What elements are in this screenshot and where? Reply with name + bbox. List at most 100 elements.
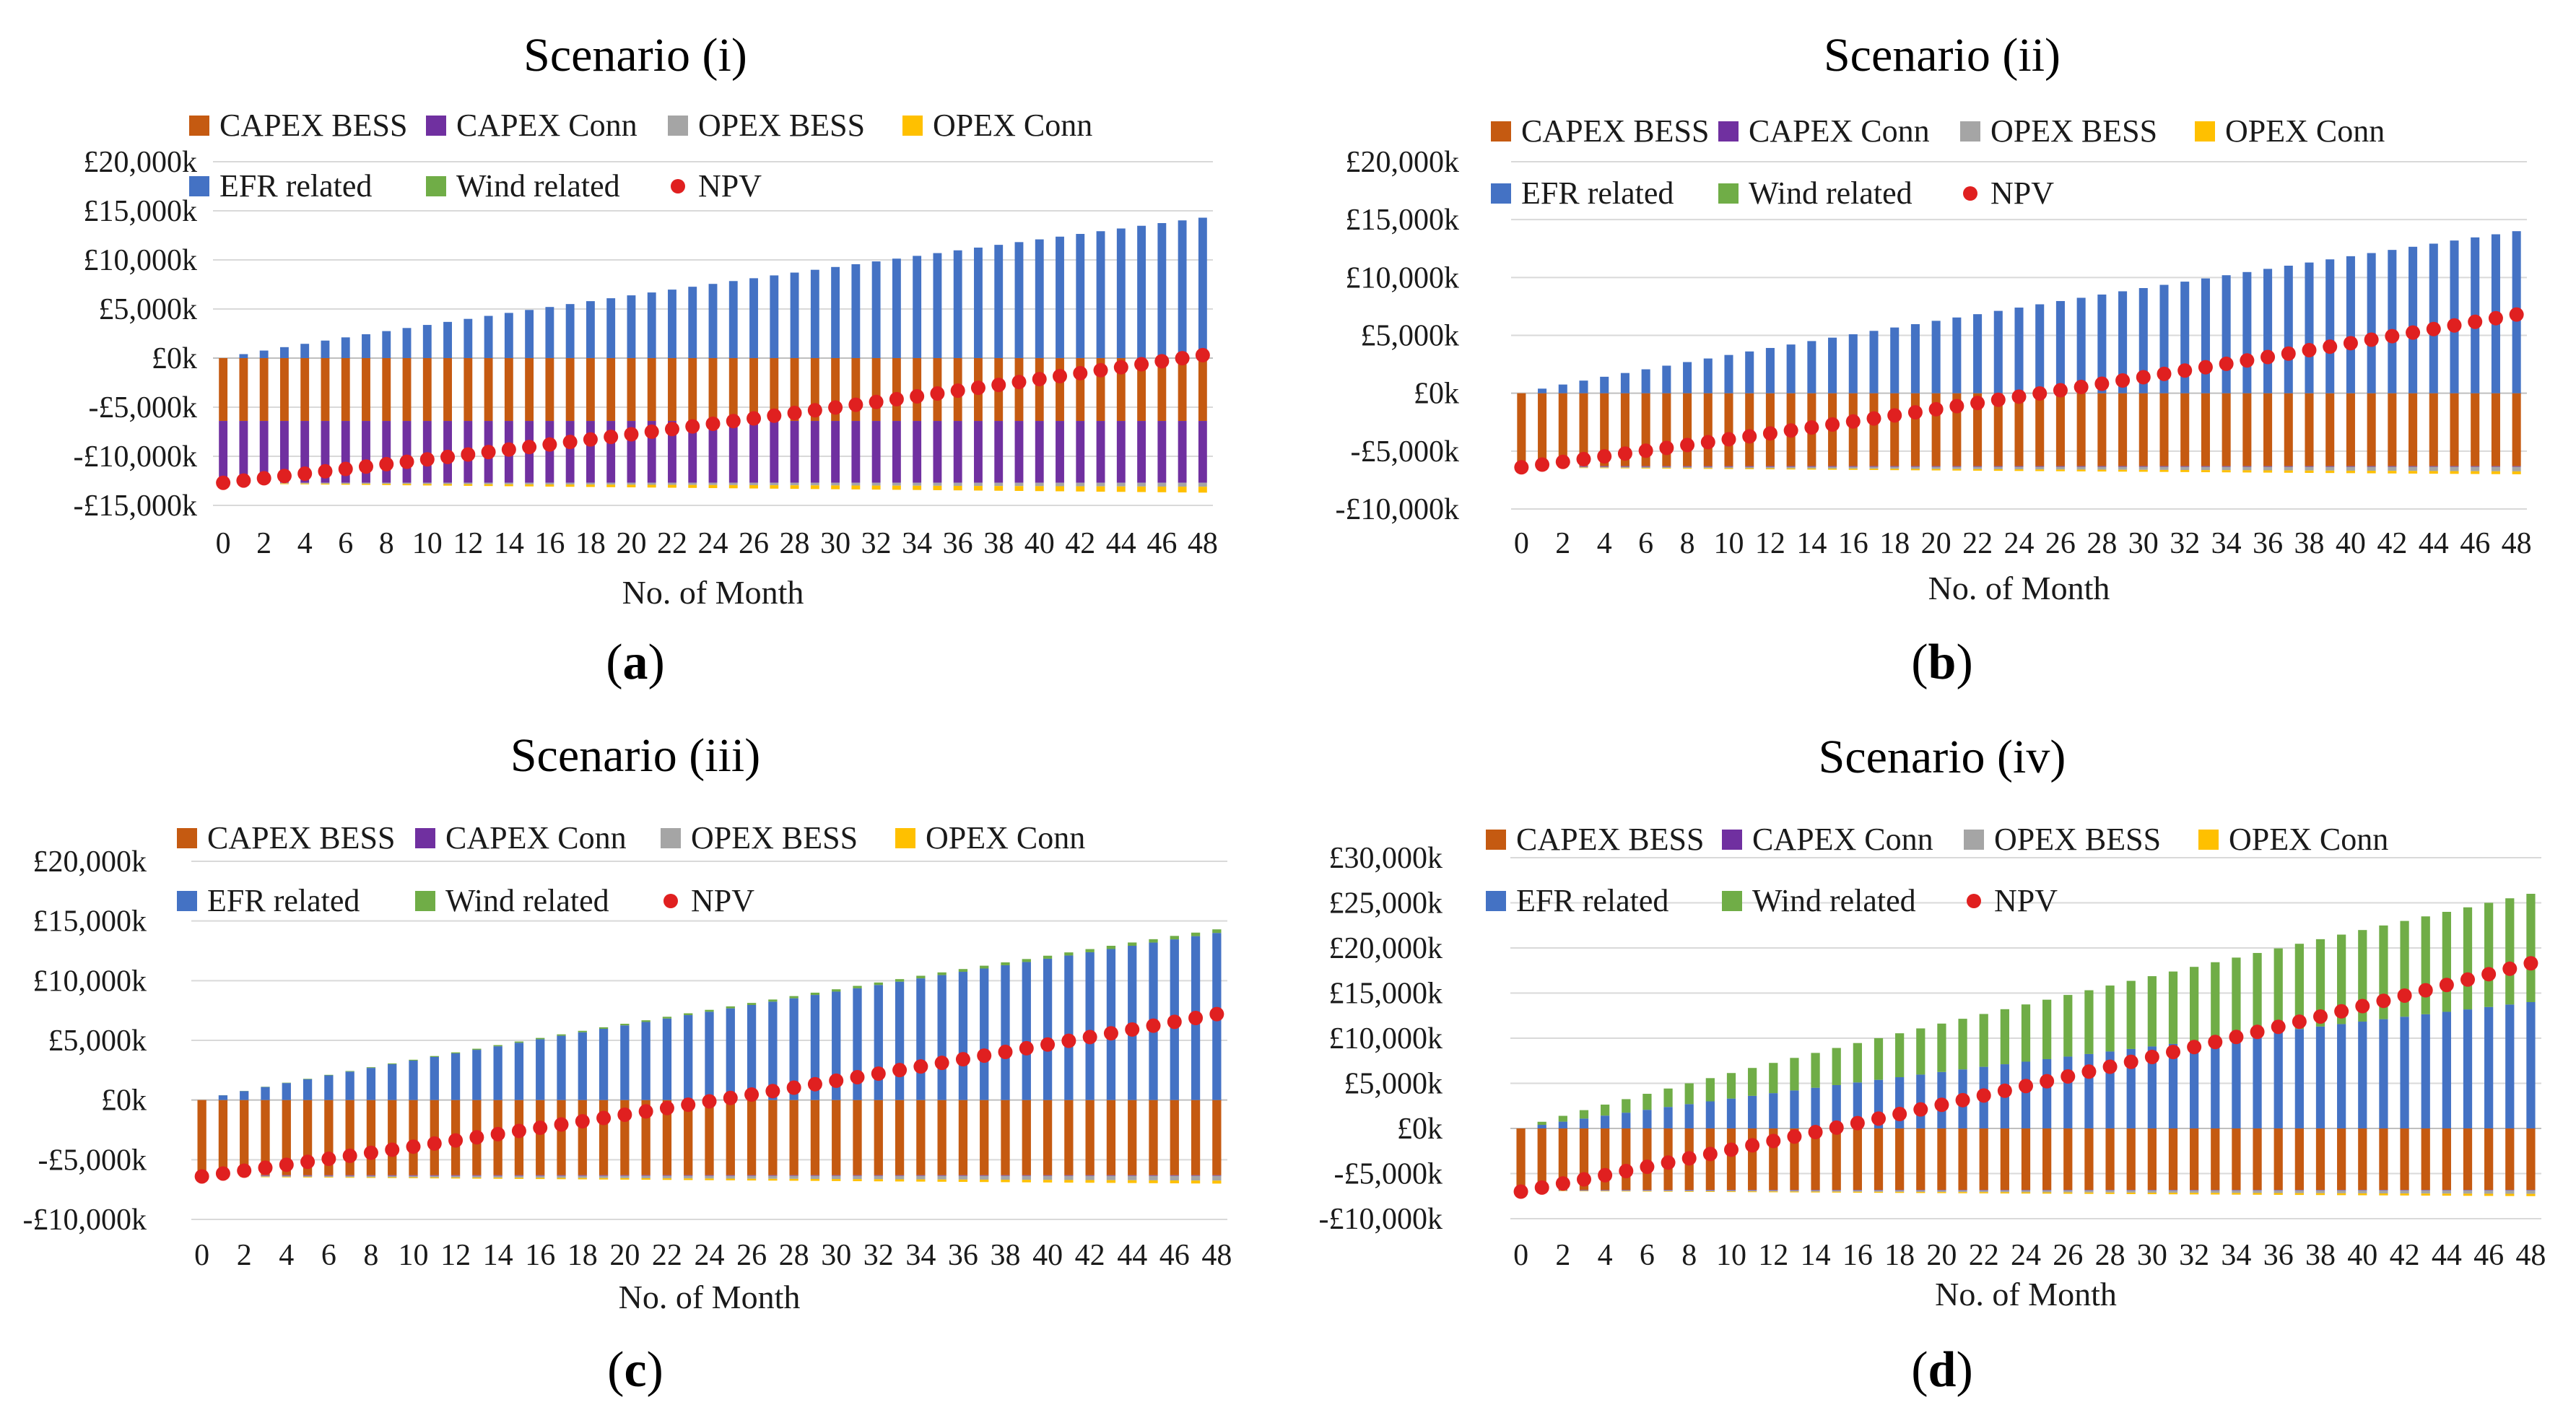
bar-opex-conn	[2358, 1193, 2367, 1196]
bar-opex-bess	[1641, 466, 1650, 468]
bar-opex-bess	[1807, 466, 1816, 469]
x-tick-label: 42	[1075, 1239, 1105, 1272]
npv-point	[1700, 435, 1715, 450]
bar-opex-conn	[1848, 469, 1858, 470]
bar-opex-bess	[668, 482, 676, 485]
chart-title: Scenario (iv)	[1819, 731, 2066, 783]
bar-opex-bess	[980, 1175, 989, 1180]
npv-point	[970, 380, 985, 396]
x-tick-label: 4	[1597, 527, 1612, 560]
bar-opex-conn	[1663, 1191, 1673, 1192]
bar-capex-bess	[2076, 393, 2086, 466]
bar-capex-conn	[953, 421, 962, 483]
bar-capex-bess	[2222, 393, 2231, 466]
bar-opex-conn	[933, 485, 942, 490]
panel-label-letter: b	[1928, 635, 1957, 690]
bar-capex-conn	[1703, 466, 1713, 467]
npv-point	[869, 394, 884, 409]
npv-point	[1534, 1180, 1549, 1195]
npv-point	[2032, 386, 2048, 401]
legend-swatch-wind-related	[415, 891, 435, 911]
bar-capex-bess	[2190, 1128, 2199, 1190]
bar-opex-conn	[728, 484, 738, 489]
bar-capex-conn	[2526, 1190, 2536, 1191]
legend-label: Wind related	[456, 168, 620, 204]
bar-wind-related	[1601, 1104, 1610, 1116]
npv-point	[2094, 376, 2110, 391]
bar-capex-conn	[1601, 1190, 1610, 1191]
bar-opex-bess	[1014, 482, 1024, 487]
bar-wind-related	[2358, 930, 2367, 1022]
bar-efr-related	[2409, 246, 2418, 393]
bar-opex-bess	[1890, 466, 1900, 469]
bar-opex-bess	[1170, 1175, 1179, 1181]
bar-capex-conn	[2232, 1190, 2241, 1191]
bar-wind-related	[916, 975, 926, 979]
x-tick-label: 44	[1117, 1239, 1147, 1272]
bar-opex-conn	[853, 1179, 862, 1182]
legend-swatch-npv	[1967, 894, 1981, 908]
bar-capex-bess	[565, 358, 575, 422]
bar-capex-bess	[647, 358, 656, 422]
bar-capex-bess	[2118, 393, 2128, 466]
x-tick-label: 12	[1758, 1239, 1788, 1272]
bar-efr-related	[2325, 259, 2335, 393]
bar-capex-bess	[2126, 1128, 2136, 1190]
x-tick-label: 4	[279, 1239, 294, 1272]
bar-opex-bess	[620, 1175, 630, 1178]
bar-opex-bess	[430, 1175, 439, 1178]
bar-opex-bess	[366, 1175, 376, 1178]
bar-opex-bess	[1973, 466, 1983, 469]
bar-efr-related	[1579, 1118, 1589, 1128]
bar-capex-conn	[2042, 1190, 2052, 1191]
bar-capex-bess	[2346, 393, 2355, 466]
x-tick-label: 24	[2004, 527, 2035, 560]
bar-capex-conn	[1642, 1190, 1652, 1191]
npv-point	[950, 383, 965, 399]
bar-opex-conn	[1096, 486, 1105, 492]
bar-opex-bess	[994, 482, 1004, 487]
bar-opex-bess	[688, 482, 697, 485]
npv-point	[1829, 1120, 1844, 1135]
bar-capex-bess	[1895, 1128, 1905, 1190]
legend-swatch-capex-conn	[426, 116, 446, 136]
npv-point	[406, 1139, 421, 1154]
bar-opex-bess	[2242, 466, 2252, 471]
x-tick-label: 34	[2211, 527, 2242, 560]
bar-opex-conn	[2450, 471, 2459, 474]
npv-point	[2123, 1054, 2138, 1069]
bar-opex-bess	[464, 482, 473, 484]
bar-opex-bess	[974, 482, 983, 487]
bar-opex-bess	[382, 482, 391, 484]
bar-wind-related	[1191, 932, 1201, 936]
bar-opex-conn	[2367, 471, 2376, 474]
bar-wind-related	[514, 1041, 524, 1043]
bar-capex-bess	[1056, 358, 1064, 422]
bar-opex-conn	[1832, 1191, 1841, 1193]
bar-wind-related	[2505, 898, 2515, 1005]
bar-wind-related	[768, 999, 778, 1002]
bar-efr-related	[1683, 362, 1692, 393]
npv-point	[910, 388, 925, 404]
x-tick-label: 10	[412, 527, 443, 560]
bar-opex-bess	[1869, 466, 1879, 469]
npv-point	[1702, 1146, 1718, 1162]
bar-opex-conn	[1937, 1192, 1946, 1193]
legend-swatch-efr-related	[1486, 891, 1506, 911]
bar-opex-conn	[1157, 486, 1167, 492]
y-tick-label: £10,000k	[33, 965, 147, 998]
bar-efr-related	[1096, 231, 1105, 358]
bar-efr-related	[2263, 269, 2273, 393]
bar-efr-related	[362, 334, 370, 358]
bar-opex-bess	[1745, 466, 1754, 469]
bar-capex-conn	[1022, 1175, 1031, 1176]
legend-swatch-opex-conn	[895, 828, 915, 848]
bar-opex-conn	[871, 485, 881, 490]
bar-opex-conn	[2035, 469, 2045, 471]
bar-wind-related	[747, 1003, 757, 1005]
y-tick-label: -£10,000k	[23, 1204, 147, 1237]
bar-opex-bess	[2526, 1190, 2536, 1194]
bar-wind-related	[282, 1082, 291, 1084]
npv-point	[624, 427, 639, 442]
bar-efr-related	[2242, 271, 2252, 393]
